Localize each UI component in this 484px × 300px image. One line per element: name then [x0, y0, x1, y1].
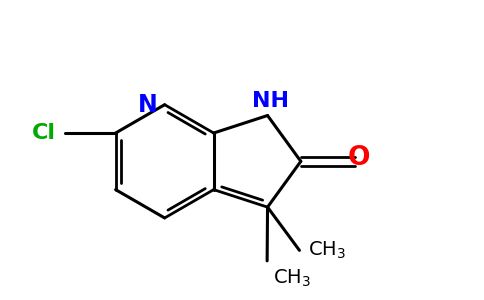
Text: CH$_3$: CH$_3$ [308, 240, 346, 261]
Text: N: N [138, 93, 158, 117]
Text: O: O [348, 146, 370, 172]
Text: NH: NH [252, 91, 289, 111]
Text: CH$_3$: CH$_3$ [273, 268, 311, 289]
Text: Cl: Cl [32, 123, 56, 143]
